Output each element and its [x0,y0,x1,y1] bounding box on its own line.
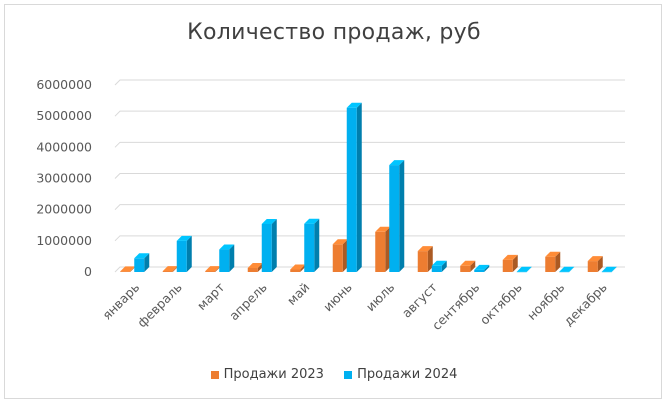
bar-2023-декабрь [587,256,603,272]
legend-label-2024: Продажи 2024 [357,367,458,382]
gridline [114,266,625,273]
x-tick-label: январь [99,280,142,323]
bar-2023-июль [375,226,391,272]
bar-2024-февраль [176,235,192,272]
y-tick-label: 0 [84,264,92,279]
bar-2024-январь [134,253,150,272]
y-tick-label: 6000000 [36,77,92,92]
chart-legend: Продажи 2023 Продажи 2024 [0,367,668,383]
legend-item-2024: Продажи 2024 [344,367,457,382]
gridline [114,204,625,211]
y-tick-label: 5000000 [36,108,92,123]
bar-2024-ноябрь [559,266,575,273]
legend-item-2023: Продажи 2023 [210,367,324,382]
bar-2023-сентябрь [460,260,476,272]
bar-2024-октябрь [516,266,532,273]
x-tick-label: март [194,280,227,313]
chart-title: Количество продаж, руб [187,20,481,45]
bar-2023-январь [120,266,136,272]
bar-2024-апрель [261,219,277,272]
bar-2024-май [304,218,320,272]
bar-2024-декабрь [601,266,617,273]
bar-2023-апрель [247,262,263,272]
bar-2023-март [205,266,221,272]
x-tick-label: октябрь [477,280,525,328]
bar-2024-июль [389,160,405,272]
gridline [114,173,625,179]
bar-2024-сентябрь [474,264,490,272]
y-tick-label: 1000000 [36,233,92,248]
x-tick-label: июнь [320,280,355,315]
bar-2023-ноябрь [545,251,561,272]
y-tick-label: 3000000 [36,171,92,186]
gridline [114,110,625,117]
legend-swatch-2024 [344,370,353,379]
bar-2024-август [431,260,447,272]
bar-2024-март [219,244,235,272]
x-tick-label: декабрь [561,280,610,329]
gridline [114,141,625,148]
bar-2023-февраль [162,266,178,272]
bar-2023-май [290,264,306,272]
x-tick-label: июль [363,280,398,315]
legend-swatch-2023 [210,370,219,379]
gridline [114,235,625,242]
bar-2023-июнь [332,239,348,272]
x-tick-label: май [284,280,312,308]
bar-2024-июнь [346,102,362,272]
bar-2023-август [417,246,433,272]
x-tick-label: февраль [134,280,185,331]
x-tick-label: август [399,280,440,321]
y-tick-label: 4000000 [36,139,92,154]
gridline [114,79,625,86]
y-tick-label: 2000000 [36,202,92,217]
bar-2023-октябрь [502,254,518,272]
x-tick-label: апрель [226,280,270,324]
chart-frame [4,4,662,399]
legend-label-2023: Продажи 2023 [223,367,324,382]
x-tick-label: ноябрь [524,280,567,323]
